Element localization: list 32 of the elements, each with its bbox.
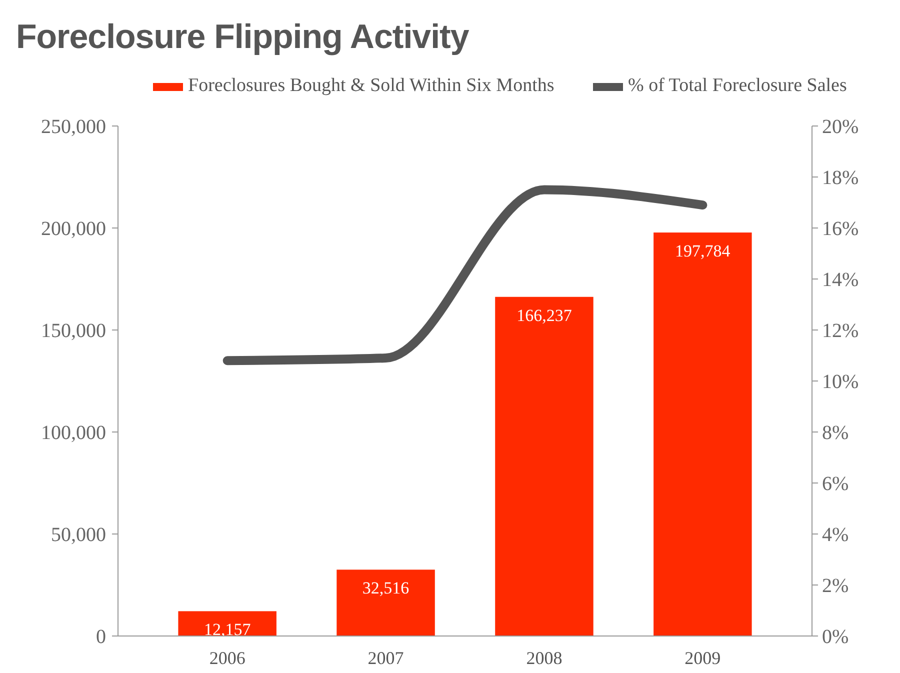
y2-tick-label: 10% [822,371,859,393]
y2-tick-label: 8% [822,422,849,444]
x-tick-label: 2009 [684,648,721,668]
y2-tick-label: 6% [822,473,849,495]
x-tick-label: 2006 [209,648,246,668]
y-tick-label: 150,000 [41,320,106,342]
y-tick-label: 250,000 [41,116,106,138]
y-tick-label: 50,000 [51,524,106,546]
y2-tick-label: 18% [822,167,859,189]
legend-label: Foreclosures Bought & Sold Within Six Months [188,75,554,96]
y2-tick-label: 2% [822,575,849,597]
y2-tick-label: 20% [822,116,859,138]
data-label: 166,237 [516,306,572,325]
y-tick-label: 100,000 [41,422,106,444]
y-tick-label: 0 [96,626,106,648]
bar [654,232,752,636]
y2-tick-label: 16% [822,218,859,240]
data-label: 32,516 [362,578,410,598]
y2-tick-label: 14% [822,269,859,291]
y2-tick-label: 4% [822,524,849,546]
data-label: 197,784 [675,242,731,261]
bar [336,570,435,636]
legend-label: % of Total Foreclosure Sales [628,75,847,96]
y-tick-label: 200,000 [41,218,106,240]
x-tick-label: 2007 [368,648,404,668]
bar [178,611,276,636]
bar [495,296,594,636]
y2-tick-label: 0% [822,626,849,648]
data-label: 12,157 [204,620,252,640]
chart-title: Foreclosure Flipping Activity [16,18,470,56]
y2-tick-label: 12% [822,320,859,342]
x-tick-label: 2008 [526,648,562,668]
